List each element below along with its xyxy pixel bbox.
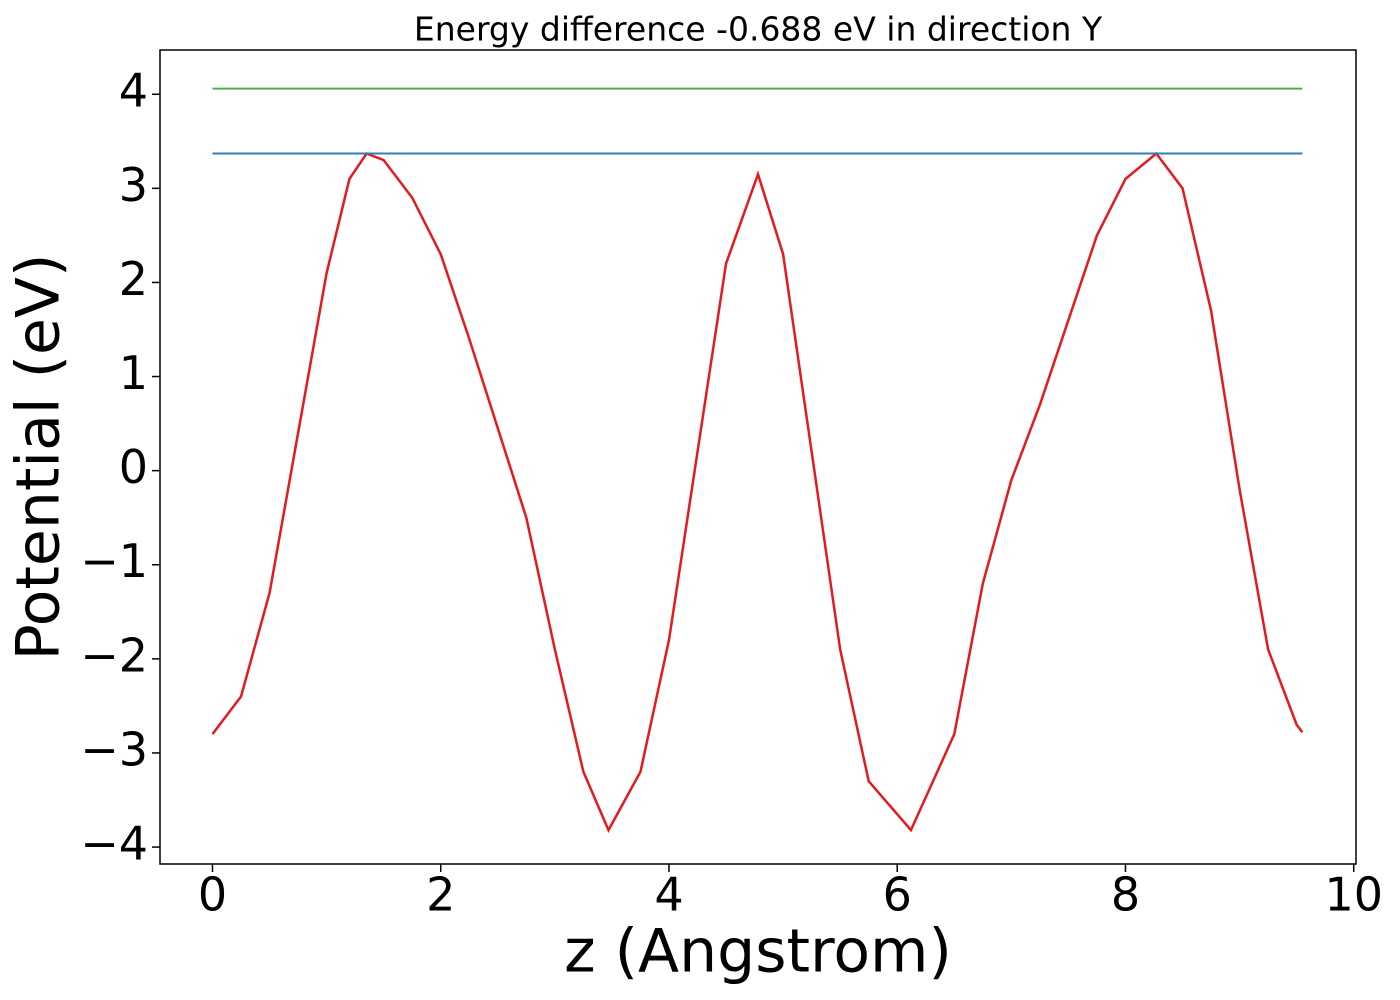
y-tick-label: −4 bbox=[80, 817, 148, 871]
x-tick-label: 10 bbox=[1324, 868, 1383, 922]
y-axis-label: Potential (eV) bbox=[4, 254, 74, 661]
y-tick-label: 0 bbox=[119, 440, 148, 494]
plot-frame bbox=[159, 49, 1357, 865]
x-tick-label: 2 bbox=[426, 868, 455, 922]
y-tick-label: 2 bbox=[119, 252, 148, 306]
y-tick-label: 4 bbox=[119, 64, 148, 118]
x-tick-label: 8 bbox=[1111, 868, 1140, 922]
chart-title: Energy difference -0.688 eV in direction… bbox=[414, 10, 1103, 49]
y-tick-label: 1 bbox=[119, 346, 148, 400]
y-tick-label: 3 bbox=[119, 158, 148, 212]
x-tick-label: 0 bbox=[198, 868, 227, 922]
y-tick-label: −2 bbox=[80, 628, 148, 682]
x-axis-label: z (Angstrom) bbox=[564, 917, 952, 987]
x-tick-label: 4 bbox=[654, 868, 683, 922]
y-tick-label: −3 bbox=[80, 722, 148, 776]
y-tick-label: −1 bbox=[80, 534, 148, 588]
x-tick-label: 6 bbox=[883, 868, 912, 922]
line-series bbox=[211, 151, 1304, 833]
